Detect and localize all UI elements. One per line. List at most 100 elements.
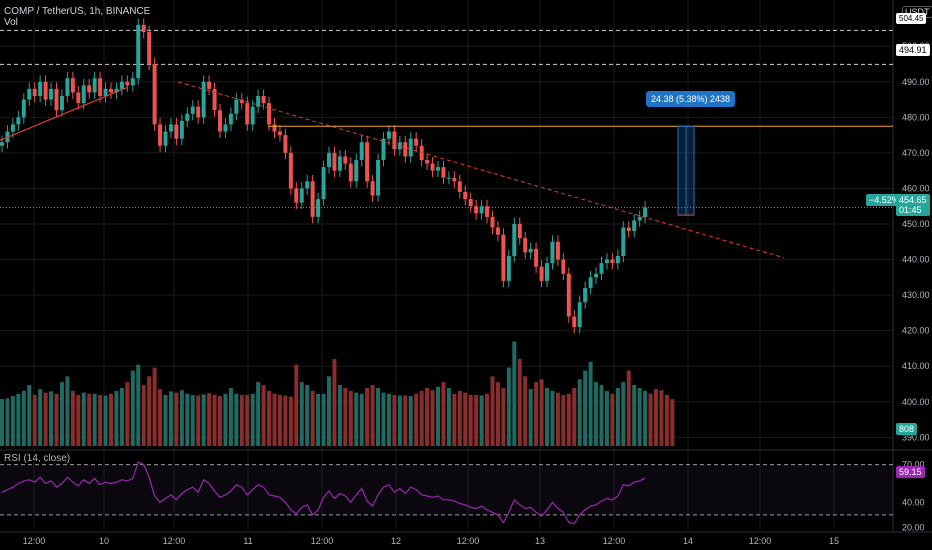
- volume-bar: [441, 382, 446, 446]
- volume-bar: [272, 393, 277, 446]
- candle-body: [21, 99, 26, 118]
- candle-body: [207, 81, 212, 89]
- candle-body: [643, 207, 648, 217]
- candle-body: [38, 81, 43, 96]
- volume-bar: [250, 393, 255, 446]
- volume-bar: [288, 396, 293, 446]
- volume-bar: [163, 394, 168, 446]
- volume-bar: [626, 370, 631, 446]
- candle-body: [583, 288, 588, 303]
- candle-body: [299, 188, 304, 203]
- candle-body: [381, 138, 386, 160]
- candle-body: [425, 160, 430, 164]
- candle-body: [430, 163, 435, 171]
- candle-body: [626, 227, 631, 232]
- candle-body: [343, 156, 348, 164]
- candle-body: [245, 103, 250, 125]
- candle-body: [348, 163, 353, 182]
- volume-bar: [403, 395, 408, 446]
- volume-bar: [228, 387, 233, 446]
- price-tick-label: 440.00: [902, 255, 930, 265]
- volume-bar: [452, 393, 457, 446]
- candle-body: [305, 181, 310, 189]
- volume-bar: [615, 387, 620, 446]
- volume-bar: [59, 382, 64, 446]
- time-tick-label: 12: [391, 536, 401, 546]
- candle-body: [452, 177, 457, 182]
- volume-bar: [256, 382, 261, 446]
- volume-bar: [670, 399, 675, 446]
- volume-bar: [10, 396, 15, 446]
- volume-bar: [577, 379, 582, 446]
- volume-bar: [201, 394, 206, 446]
- price-tick-label: 490.00: [902, 77, 930, 87]
- symbol-title[interactable]: COMP / TetherUS, 1h, BINANCE: [4, 6, 151, 17]
- candle-body: [545, 263, 549, 281]
- candle-body: [414, 138, 419, 146]
- candle-body: [517, 224, 522, 239]
- price-tick-label: 480.00: [902, 112, 930, 122]
- volume-bar: [397, 395, 402, 446]
- candle-body: [147, 32, 152, 64]
- volume-bar: [310, 390, 315, 446]
- candle-body: [610, 259, 615, 264]
- chart-header: COMP / TetherUS, 1h, BINANCE Vol: [4, 6, 150, 28]
- volume-bar: [92, 393, 97, 446]
- volume-bar: [168, 391, 173, 446]
- volume-bar: [386, 393, 391, 446]
- volume-bar: [643, 390, 648, 446]
- time-tick-label: 12:00: [23, 536, 46, 546]
- candle-body: [408, 138, 413, 157]
- candle-body: [212, 88, 217, 111]
- volume-bar: [76, 394, 81, 446]
- volume-bar: [583, 370, 588, 446]
- candle-body: [359, 142, 364, 160]
- change-pct-tag: −4.52%: [866, 194, 903, 206]
- volume-bar: [21, 390, 26, 446]
- volume-bar: [337, 385, 342, 446]
- volume-bar: [392, 394, 397, 446]
- candle-body: [615, 256, 620, 264]
- volume-bar: [610, 393, 615, 446]
- candle-body: [103, 88, 108, 96]
- candle-body: [376, 160, 381, 196]
- volume-bar: [381, 392, 386, 446]
- candle-body: [277, 131, 282, 136]
- candle-body: [555, 241, 560, 260]
- volume-bar: [49, 391, 54, 446]
- volume-bar: [218, 396, 222, 446]
- candle-body: [234, 99, 239, 114]
- volume-bar: [637, 387, 642, 446]
- volume-bar: [321, 393, 326, 446]
- candle-body: [272, 124, 277, 132]
- candle-body: [158, 124, 163, 146]
- candle-body: [190, 106, 195, 114]
- candle-body: [65, 78, 70, 96]
- volume-bar: [664, 394, 669, 446]
- volume-bar: [490, 376, 495, 446]
- candle-body: [10, 124, 15, 132]
- volume-bar: [54, 393, 59, 446]
- rsi-tag: 59.15: [896, 466, 925, 478]
- candle-body: [332, 152, 337, 171]
- volume-bar: [267, 390, 272, 446]
- volume-bar: [555, 392, 560, 446]
- volume-bar: [648, 393, 653, 446]
- time-tick-label: 15: [829, 536, 839, 546]
- time-tick-label: 13: [535, 536, 545, 546]
- current-price: 454.65: [899, 195, 927, 205]
- volume-bar: [594, 382, 599, 446]
- volume-bar: [98, 394, 103, 446]
- candle-body: [370, 181, 375, 196]
- candle-body: [109, 88, 113, 93]
- candle-body: [403, 142, 408, 157]
- volume-tag: 808: [896, 423, 918, 435]
- price-tag-504: 504.45: [896, 13, 927, 24]
- volume-bar: [152, 367, 157, 446]
- volume-bar: [32, 394, 37, 446]
- candle-body: [485, 206, 490, 217]
- candle-body: [136, 24, 141, 79]
- volume-bar: [81, 392, 86, 446]
- candle-body: [365, 142, 370, 182]
